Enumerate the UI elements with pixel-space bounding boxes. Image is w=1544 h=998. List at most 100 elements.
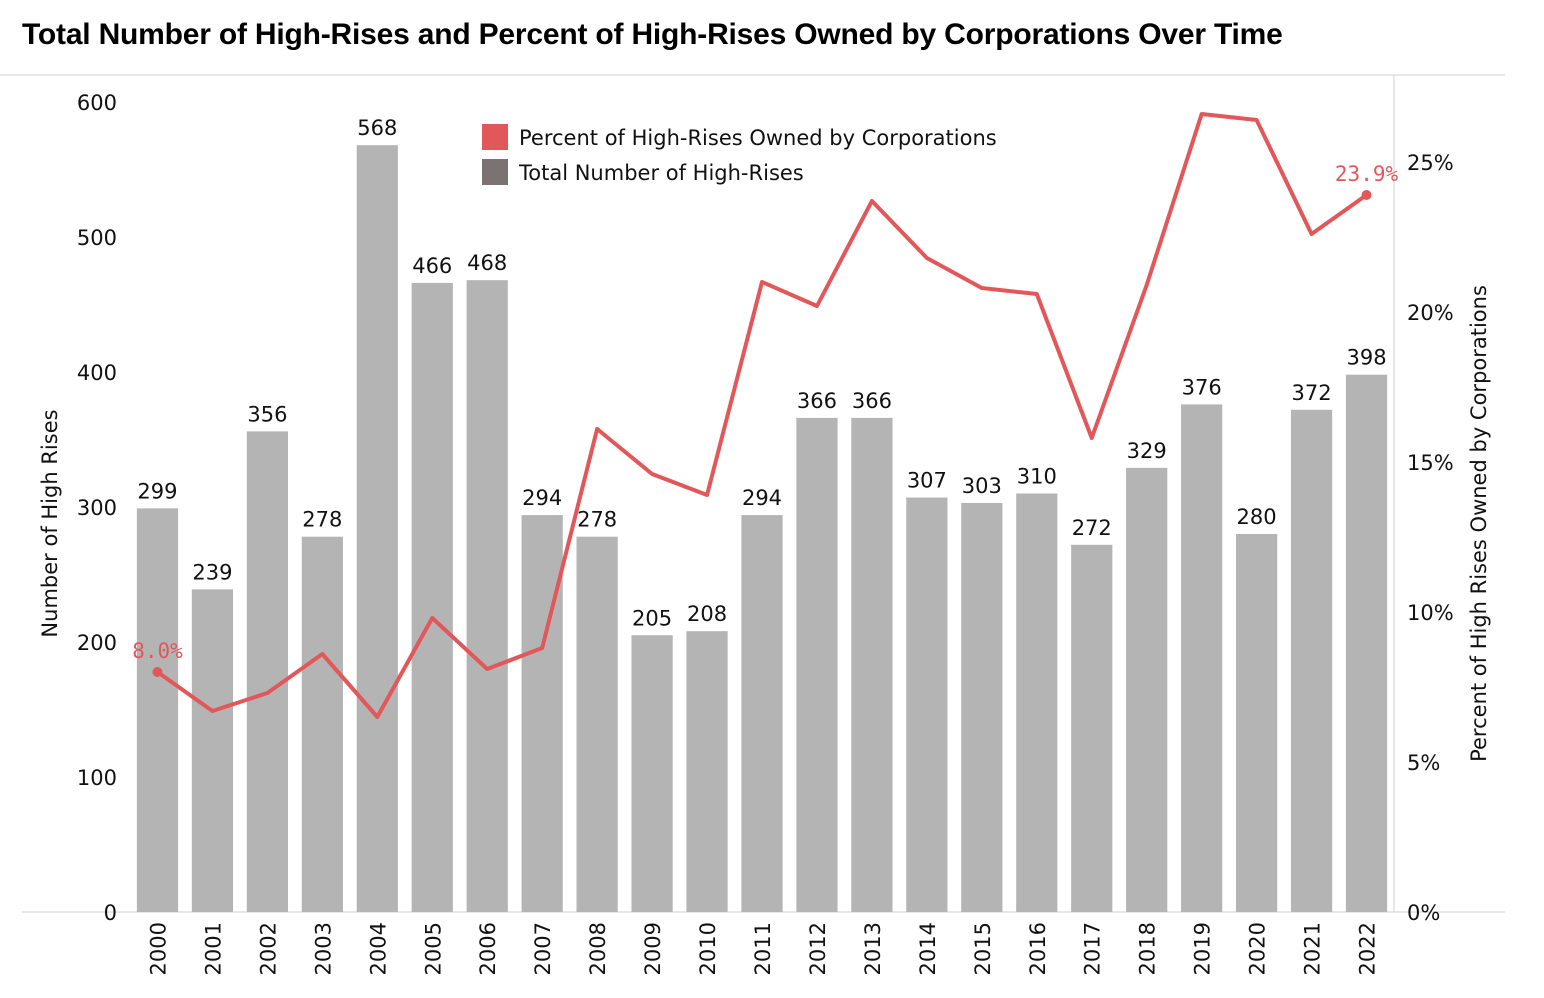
bar [1290,409,1333,912]
bar-value-label: 239 [192,560,232,584]
x-tick-label: 2016 [1026,922,1050,975]
bar-value-label: 366 [797,389,837,413]
y-tick-label: 300 [77,496,117,520]
bar [356,145,398,912]
line-point [485,667,489,671]
x-tick-label: 2008 [586,922,610,975]
legend-label: Percent of High-Rises Owned by Corporati… [519,126,997,150]
y2-axis-title: Percent of High Rises Owned by Corporati… [1467,285,1491,762]
line-point [980,286,984,290]
bar-value-label: 307 [907,469,947,493]
bar [576,536,618,912]
line-point [1035,292,1039,296]
y-tick-label: 400 [77,361,117,385]
x-tick-label: 2010 [696,922,720,975]
line-point [1310,232,1314,236]
bar-value-label: 466 [412,254,452,278]
bar-value-label: 372 [1292,381,1332,405]
bar [686,631,728,912]
y2-tick-label: 20% [1407,301,1454,325]
bar-value-label: 278 [302,508,342,532]
y-axis-title: Number of High Rises [38,409,62,637]
bar [1181,404,1223,912]
bar [466,280,508,912]
x-tick-label: 2002 [256,922,280,975]
line-point [650,472,654,476]
chart-title: Total Number of High-Rises and Percent o… [22,18,1283,51]
line-point [320,652,324,656]
bar [191,589,234,912]
bar [246,431,288,912]
bar [906,497,948,912]
line-point [925,256,929,260]
bar-value-label: 272 [1072,516,1112,540]
x-tick-label: 2014 [916,922,940,975]
bar [961,502,1003,912]
x-tick-label: 2004 [366,922,390,975]
x-tick-label: 2015 [971,922,995,975]
x-tick-label: 2019 [1191,922,1215,975]
y-tick-label: 100 [77,766,117,790]
bar [851,417,893,912]
line-point [1255,118,1259,122]
bar [796,417,838,912]
x-tick-label: 2011 [751,922,775,975]
y-tick-label: 600 [77,91,117,115]
bar-value-label: 303 [962,474,1002,498]
line-point [760,280,764,284]
line-label-marker [1361,190,1372,200]
bar [631,635,673,912]
bar-value-label: 329 [1127,439,1167,463]
y2-tick-label: 10% [1407,601,1454,625]
x-tick-label: 2001 [201,922,225,975]
bar-value-label: 294 [742,486,782,510]
bar-value-label: 280 [1237,505,1277,529]
line-point [595,427,599,431]
legend-swatch [482,124,508,150]
bar-value-label: 310 [1017,465,1057,489]
bar [521,515,563,912]
line-point [1090,436,1094,440]
x-tick-label: 2009 [641,922,665,975]
line-point [870,199,874,203]
bar [136,508,179,912]
bar-value-label: 376 [1182,375,1222,399]
y-tick-label: 0 [104,901,117,925]
line-point [540,646,544,650]
bar-value-label: 205 [632,606,672,630]
x-tick-label: 2006 [476,922,500,975]
x-tick-label: 2017 [1081,922,1105,975]
bar-value-label: 294 [522,486,562,510]
x-tick-label: 2007 [531,922,555,975]
line-point [375,715,379,719]
line-point [430,616,434,620]
bar-value-label: 468 [467,251,507,275]
legend-swatch [482,159,508,185]
x-tick-label: 2003 [311,922,335,975]
line-point [265,691,269,695]
bar [1071,544,1113,912]
bar [1236,534,1278,912]
bar-value-label: 398 [1346,346,1386,370]
line-point [815,304,819,308]
bar [301,536,343,912]
bar-value-label: 278 [577,508,617,532]
bar-value-label: 208 [687,602,727,626]
y2-tick-label: 15% [1407,451,1454,475]
bar [1126,467,1168,912]
x-tick-label: 2018 [1136,922,1160,975]
bar [1345,374,1388,912]
x-tick-label: 2005 [421,922,445,975]
legend-label: Total Number of High-Rises [518,161,804,185]
y-tick-label: 200 [77,631,117,655]
bar-value-label: 366 [852,389,892,413]
line-point [1145,283,1149,287]
bar [1016,493,1058,912]
line-value-label: 8.0% [132,639,183,663]
line-point [705,493,709,497]
bar-value-label: 299 [137,479,177,503]
line-point [210,709,214,713]
x-tick-label: 2021 [1301,922,1325,975]
x-tick-label: 2000 [146,922,170,975]
y-tick-label: 500 [77,226,117,250]
